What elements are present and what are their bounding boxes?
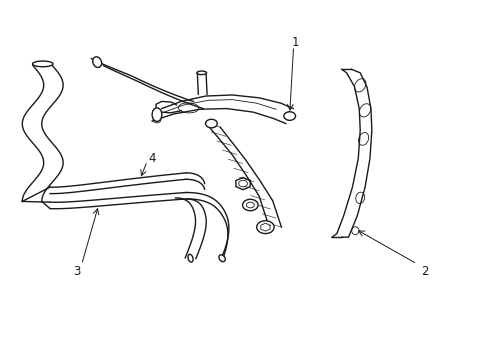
Ellipse shape [152, 108, 162, 121]
Ellipse shape [187, 255, 193, 262]
Ellipse shape [351, 227, 358, 235]
Circle shape [242, 199, 258, 211]
Circle shape [246, 202, 254, 208]
Ellipse shape [93, 57, 102, 67]
Ellipse shape [32, 61, 53, 67]
Ellipse shape [355, 192, 364, 203]
Circle shape [238, 180, 247, 187]
Text: 4: 4 [148, 152, 156, 165]
Ellipse shape [197, 71, 206, 75]
Ellipse shape [359, 104, 370, 117]
Circle shape [284, 112, 295, 120]
Ellipse shape [178, 103, 198, 113]
Text: 1: 1 [291, 36, 299, 49]
Text: 2: 2 [420, 265, 427, 278]
Ellipse shape [354, 79, 365, 92]
Circle shape [256, 221, 274, 234]
Circle shape [205, 119, 217, 128]
Ellipse shape [219, 255, 225, 262]
Ellipse shape [358, 132, 368, 145]
Text: 3: 3 [73, 265, 81, 278]
Circle shape [153, 117, 161, 123]
